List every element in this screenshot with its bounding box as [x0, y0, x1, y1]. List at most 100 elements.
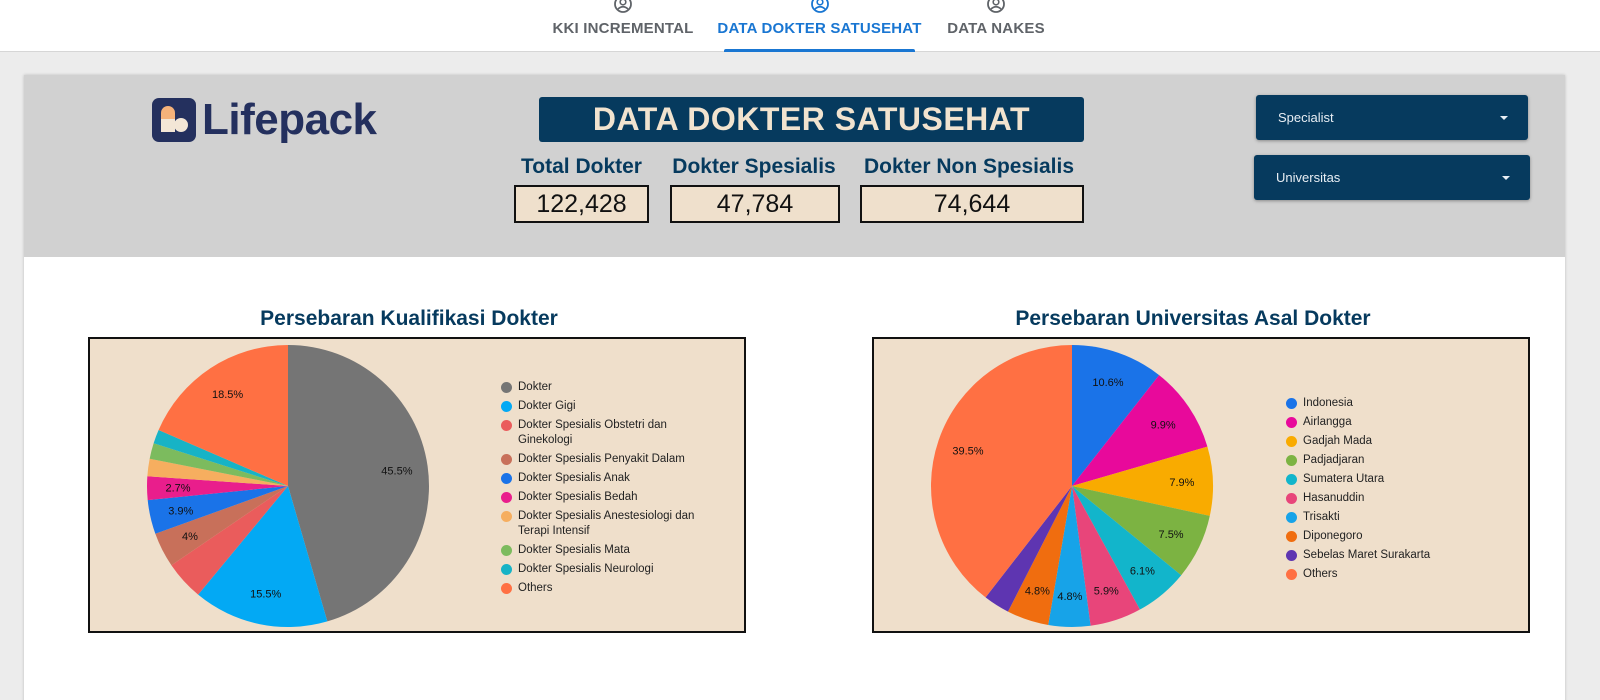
legend-swatch	[1286, 493, 1297, 504]
pie-slice-dokter-spesialis-anestesiologi-dan-terapi-intensif[interactable]	[147, 458, 288, 486]
caret-down-icon	[1500, 115, 1508, 120]
legend-item-trisakti[interactable]: Trisakti	[1286, 510, 1430, 525]
chart-title-kualifikasi: Persebaran Kualifikasi Dokter	[260, 307, 558, 330]
legend-swatch	[501, 511, 512, 522]
legend-item-dokter-spesialis-anestesiologi-dan-terapi-intensif[interactable]: Dokter Spesialis Anestesiologi dan Terap…	[501, 509, 718, 539]
legend-swatch	[501, 401, 512, 412]
legend-item-dokter-spesialis-anak[interactable]: Dokter Spesialis Anak	[501, 471, 718, 486]
user-circle-icon	[810, 0, 829, 13]
legend-swatch	[1286, 436, 1297, 447]
pie-chart-universitas: 10.6% 9.9% 7.9% 7.5% 6.1% 5.9% 4.8% 4.8% 39.5%	[931, 345, 1213, 627]
user-circle-icon	[614, 0, 632, 13]
legend-swatch	[1286, 550, 1297, 561]
legend-swatch	[501, 564, 512, 575]
lifepack-logo: Lifepack	[152, 95, 377, 145]
tab-data-dokter-satusehat[interactable]: DATA DOKTER SATUSEHAT	[717, 0, 921, 52]
pie-chart-kualifikasi: 45.5% 15.5% 4% 3.9% 2.7% 18.5%	[147, 345, 429, 627]
legend-item-airlangga[interactable]: Airlangga	[1286, 415, 1430, 430]
legend-label: Diponegoro	[1303, 530, 1363, 542]
pie-slice-dokter-gigi[interactable]	[198, 486, 328, 627]
logo-text: Lifepack	[202, 95, 377, 144]
pie-slice-sumatera-utara[interactable]	[1072, 486, 1182, 610]
pie-slice-gadjah-mada[interactable]	[1072, 446, 1213, 516]
universitas-dropdown[interactable]: Universitas	[1254, 155, 1530, 200]
data-label-indonesia: 10.6%	[1092, 377, 1123, 389]
specialist-dropdown[interactable]: Specialist	[1256, 95, 1528, 140]
legend-item-dokter-spesialis-neurologi[interactable]: Dokter Spesialis Neurologi	[501, 562, 718, 577]
pie-slice-dokter-spesialis-penyakit-dalam[interactable]	[155, 486, 288, 566]
legend-swatch	[1286, 398, 1297, 409]
legend-label: Sumatera Utara	[1303, 473, 1385, 485]
data-label-trisakti: 4.8%	[1057, 591, 1082, 603]
legend-item-sebelas-maret-surakarta[interactable]: Sebelas Maret Surakarta	[1286, 548, 1430, 563]
legend-swatch	[501, 545, 512, 556]
chart-universitas: 10.6% 9.9% 7.9% 7.5% 6.1% 5.9% 4.8% 4.8% 39.5% I…	[872, 337, 1530, 633]
legend-item-dokter-spesialis-bedah[interactable]: Dokter Spesialis Bedah	[501, 490, 718, 505]
data-label-sumatera-utara: 6.1%	[1130, 566, 1155, 578]
legend-swatch	[1286, 417, 1297, 428]
legend-item-dokter-spesialis-obstetri-dan-ginekologi[interactable]: Dokter Spesialis Obstetri dan Ginekologi	[501, 418, 718, 448]
legend-item-sumatera-utara[interactable]: Sumatera Utara	[1286, 472, 1430, 487]
chart-title-universitas: Persebaran Universitas Asal Dokter	[1015, 307, 1371, 330]
data-label-dokter-spesialis-anak: 3.9%	[168, 505, 193, 517]
legend-item-dokter-spesialis-mata[interactable]: Dokter Spesialis Mata	[501, 543, 718, 558]
top-nav: KKI INCREMENTAL DATA DOKTER SATUSEHAT DA…	[0, 0, 1600, 52]
specialist-dropdown-label: Specialist	[1278, 110, 1334, 125]
report-page: Lifepack DATA DOKTER SATUSEHAT Total Dok…	[24, 75, 1565, 700]
legend-item-gadjah-mada[interactable]: Gadjah Mada	[1286, 434, 1430, 449]
pie-slice-dokter-spesialis-mata[interactable]	[149, 443, 288, 486]
legend-item-dokter-spesialis-penyakit-dalam[interactable]: Dokter Spesialis Penyakit Dalam	[501, 452, 718, 467]
pie-slice-indonesia[interactable]	[1072, 345, 1160, 486]
universitas-dropdown-label: Universitas	[1276, 170, 1341, 185]
data-label-hasanuddin: 5.9%	[1094, 585, 1119, 597]
kpi-label-non-spesialis: Dokter Non Spesialis	[863, 155, 1075, 178]
legend-label: Dokter Spesialis Anak	[518, 472, 630, 484]
legend-item-others[interactable]: Others	[1286, 567, 1430, 582]
pie-slice-dokter[interactable]	[288, 345, 429, 622]
dashboard-title-text: DATA DOKTER SATUSEHAT	[592, 101, 1031, 137]
tab-data-nakes[interactable]: DATA NAKES	[947, 0, 1045, 52]
pie-slice-diponegoro[interactable]	[1007, 486, 1072, 625]
tab-label: DATA DOKTER SATUSEHAT	[717, 20, 922, 37]
dashboard-title: DATA DOKTER SATUSEHAT	[539, 97, 1084, 142]
pie-slice-airlangga[interactable]	[1072, 375, 1208, 486]
legend-label: Trisakti	[1303, 511, 1340, 523]
pie-slice-hasanuddin[interactable]	[1072, 486, 1140, 626]
pie-slice-dokter-spesialis-neurologi[interactable]	[153, 430, 288, 486]
legend-swatch	[1286, 512, 1297, 523]
legend-label: Sebelas Maret Surakarta	[1303, 549, 1431, 561]
pie-slice-dokter-spesialis-obstetri-dan-ginekologi[interactable]	[171, 486, 288, 595]
pie-slice-dokter-spesialis-anak[interactable]	[147, 486, 288, 534]
legend-item-padjadjaran[interactable]: Padjadjaran	[1286, 453, 1430, 468]
pie-slice-padjadjaran[interactable]	[1072, 486, 1210, 576]
legend-label: Padjadjaran	[1303, 454, 1365, 466]
tab-label: KKI INCREMENTAL	[552, 20, 694, 37]
tab-kki-incremental[interactable]: KKI INCREMENTAL	[552, 0, 693, 52]
pie-slice-others[interactable]	[158, 345, 288, 486]
legend-item-diponegoro[interactable]: Diponegoro	[1286, 529, 1430, 544]
legend-swatch	[501, 420, 512, 431]
pie-slice-others[interactable]	[931, 345, 1072, 598]
pie-slice-dokter-spesialis-bedah[interactable]	[147, 476, 288, 501]
legend-swatch	[1286, 569, 1297, 580]
legend-swatch	[501, 454, 512, 465]
legend-label: Dokter Spesialis Anestesiologi dan Terap…	[518, 510, 695, 537]
pie-slice-trisakti[interactable]	[1048, 486, 1091, 627]
data-label-dokter-spesialis-bedah: 2.7%	[165, 483, 190, 495]
legend-label: Gadjah Mada	[1303, 435, 1373, 447]
legend-label: Dokter Spesialis Mata	[518, 544, 630, 556]
legend-item-indonesia[interactable]: Indonesia	[1286, 396, 1430, 411]
legend-item-dokter-gigi[interactable]: Dokter Gigi	[501, 399, 718, 414]
data-label-dokter-spesialis-penyakit-dalam: 4%	[182, 531, 198, 543]
legend-swatch	[1286, 455, 1297, 466]
legend-label: Dokter Spesialis Bedah	[518, 491, 638, 503]
pill-logo-icon	[152, 98, 196, 142]
data-label-others: 39.5%	[952, 445, 983, 457]
pie-slice-sebelas-maret-surakarta[interactable]	[985, 486, 1072, 612]
caret-down-icon	[1502, 175, 1510, 180]
legend-item-others[interactable]: Others	[501, 581, 718, 596]
legend-item-hasanuddin[interactable]: Hasanuddin	[1286, 491, 1430, 506]
data-label-airlangga: 9.9%	[1151, 419, 1176, 431]
legend-item-dokter[interactable]: Dokter	[501, 380, 718, 395]
legend-label: Hasanuddin	[1303, 492, 1365, 504]
